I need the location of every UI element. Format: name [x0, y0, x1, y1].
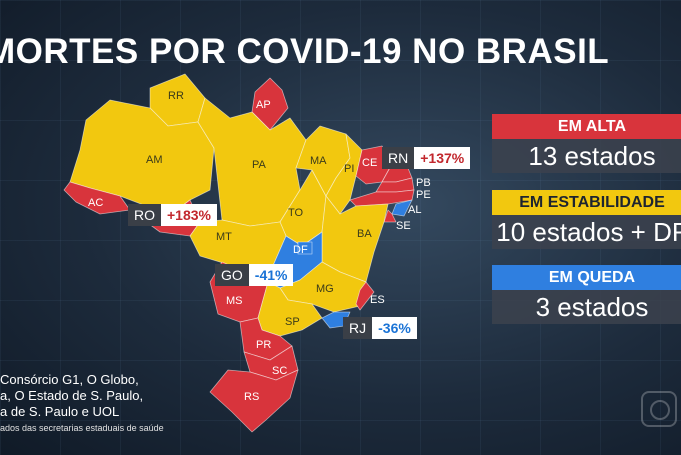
source-line: a de S. Paulo e UOL — [0, 404, 120, 419]
highlight-change: -41% — [248, 264, 294, 286]
state-AL[interactable] — [391, 199, 413, 217]
highlight-state-code: RN — [382, 147, 415, 169]
state-label: ES — [370, 294, 385, 306]
legend-queda-label: EM QUEDA — [492, 265, 681, 290]
highlight-change: +137% — [414, 147, 471, 169]
state-label: RR — [168, 90, 184, 102]
highlight-tag-rj: RJ -36% — [343, 317, 417, 339]
state-AC[interactable] — [63, 181, 131, 215]
state-label: PI — [344, 163, 354, 175]
legend-estabilidade-value: 10 estados + DF — [492, 215, 681, 249]
state-label: SC — [272, 365, 287, 377]
highlight-state-code: GO — [215, 264, 249, 286]
state-label: BA — [357, 228, 372, 240]
globo-logo-icon — [641, 391, 677, 427]
state-label: MG — [316, 283, 334, 295]
state-label: AP — [256, 99, 271, 111]
state-label: TO — [288, 207, 304, 219]
state-label: PE — [416, 189, 431, 201]
state-label: PA — [252, 159, 267, 171]
highlight-change: +183% — [161, 204, 217, 226]
highlight-state-code: RO — [128, 204, 161, 226]
state-label: SE — [396, 220, 411, 232]
highlight-tag-go: GO -41% — [215, 264, 294, 286]
legend-queda: EM QUEDA 3 estados — [492, 265, 681, 324]
state-SE[interactable] — [383, 209, 397, 223]
page-title: MORTES POR COVID-19 NO BRASIL — [0, 32, 610, 71]
state-DF[interactable] — [297, 241, 313, 255]
state-label: SP — [285, 316, 300, 328]
state-label: DF — [293, 244, 308, 256]
legend-alta-value: 13 estados — [492, 139, 681, 173]
state-RS[interactable] — [209, 369, 299, 433]
source-note: ados das secretarias estaduais de saúde — [0, 423, 164, 433]
state-label: AC — [88, 197, 103, 209]
legend-estabilidade: EM ESTABILIDADE 10 estados + DF — [492, 190, 681, 249]
state-label: PR — [256, 339, 271, 351]
state-label: MS — [226, 295, 243, 307]
highlight-tag-rn: RN +137% — [382, 147, 471, 169]
highlight-tag-ro: RO +183% — [128, 204, 217, 226]
state-label: AL — [408, 204, 421, 216]
state-label: MA — [310, 155, 327, 167]
state-ES[interactable] — [355, 281, 375, 311]
legend-alta-label: EM ALTA — [492, 114, 681, 139]
source-credits: Consórcio G1, O Globo, a, O Estado de S.… — [0, 372, 164, 436]
state-label: AM — [146, 154, 163, 166]
state-label: CE — [362, 157, 377, 169]
legend-alta: EM ALTA 13 estados — [492, 114, 681, 173]
state-label: MT — [216, 231, 232, 243]
highlight-state-code: RJ — [343, 317, 373, 339]
legend-queda-value: 3 estados — [492, 290, 681, 324]
state-label: PB — [416, 177, 431, 189]
source-line: Consórcio G1, O Globo, — [0, 372, 139, 387]
source-line: a, O Estado de S. Paulo, — [0, 388, 144, 403]
legend-estabilidade-label: EM ESTABILIDADE — [492, 190, 681, 215]
highlight-change: -36% — [372, 317, 417, 339]
state-label: RS — [244, 391, 259, 403]
